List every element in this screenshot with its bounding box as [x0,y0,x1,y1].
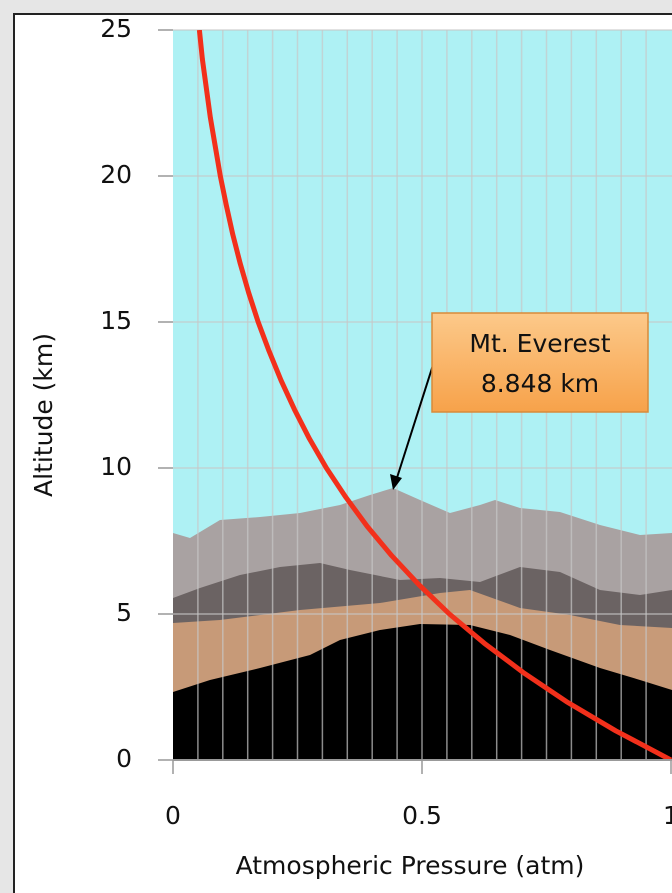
arrow-head [390,474,402,490]
x-tick-label: 1 [663,801,672,830]
pressure-curve [196,30,672,760]
y-axis-title: Altitude (km) [29,333,58,497]
annotation-text: Mt. Everest [469,329,610,358]
annotation-box [431,312,649,413]
y-tick-label: 25 [100,14,132,43]
plot [196,30,672,760]
x-axis-title: Atmospheric Pressure (atm) [236,851,585,880]
y-tick-label: 0 [116,744,132,773]
annotation-text: 8.848 km [481,369,599,398]
x-tick-label: 0.5 [402,801,442,830]
y-tick-label: 5 [116,598,132,627]
y-tick-label: 10 [100,452,132,481]
annotation-arrow [394,364,434,485]
x-tick-label: 0 [165,801,181,830]
y-tick-label: 15 [100,306,132,335]
y-tick-label: 20 [100,160,132,189]
